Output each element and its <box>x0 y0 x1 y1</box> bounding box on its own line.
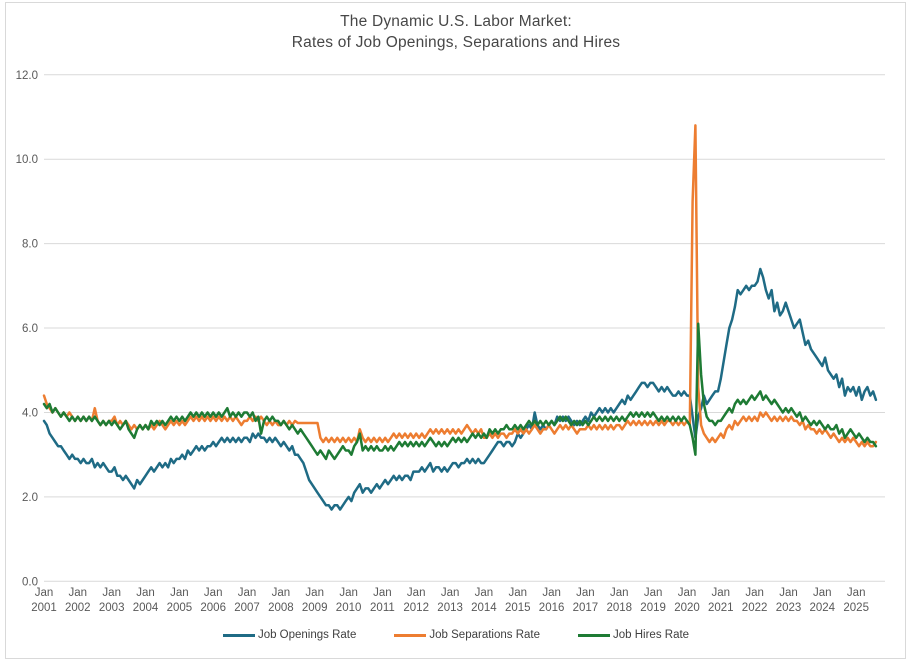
x-axis-tick-year-label: 2010 <box>336 602 362 614</box>
legend-item-job-separations-rate: Job Separations Rate <box>394 629 540 641</box>
x-axis-tick-month-label: Jan <box>102 587 121 599</box>
x-axis-tick-year-label: 2013 <box>437 602 463 614</box>
legend-line-swatch-openings <box>222 633 255 637</box>
y-axis-tick-label: 0.0 <box>22 576 38 588</box>
chart-title: The Dynamic U.S. Labor Market: Rates of … <box>0 11 912 53</box>
x-axis-tick-month-label: Jan <box>238 587 257 599</box>
x-axis-tick-month-label: Jan <box>373 587 392 599</box>
x-axis-tick-month-label: Jan <box>779 587 798 599</box>
x-axis-tick-year-label: 2009 <box>302 602 328 614</box>
x-axis-tick-month-label: Jan <box>407 587 426 599</box>
x-axis-tick-month-label: Jan <box>475 587 494 599</box>
x-axis-tick-year-label: 2012 <box>403 602 429 614</box>
x-axis-tick-month-label: Jan <box>745 587 764 599</box>
x-axis-tick-month-label: Jan <box>35 587 54 599</box>
x-axis-tick-month-label: Jan <box>712 587 731 599</box>
x-axis-tick-year-label: 2011 <box>370 602 395 614</box>
legend-label-job-hires-rate: Job Hires Rate <box>613 629 690 641</box>
series-line-job-separations-rate <box>42 124 878 448</box>
series-line-job-hires-rate <box>42 322 878 461</box>
window-frame-border <box>5 2 906 659</box>
x-axis-tick-month-label: Jan <box>644 587 663 599</box>
y-axis-tick-label: 2.0 <box>22 492 38 504</box>
x-axis-tick-year-label: 2020 <box>674 602 700 614</box>
x-axis-tick-year-label: 2008 <box>268 602 294 614</box>
legend-line-swatch-separations <box>394 633 427 637</box>
x-axis-tick-year-label: 2024 <box>810 602 836 614</box>
legend-label-job-openings-rate: Job Openings Rate <box>257 629 357 641</box>
x-axis-tick-month-label: Jan <box>441 587 460 599</box>
x-axis-tick-year-label: 2014 <box>471 602 497 614</box>
x-axis-tick-year-label: 2007 <box>234 602 260 614</box>
x-axis-tick-year-label: 2017 <box>573 602 599 614</box>
legend-label-job-separations-rate: Job Separations Rate <box>429 629 540 641</box>
x-axis-tick-month-label: Jan <box>509 587 528 599</box>
y-axis-tick-label: 8.0 <box>22 239 38 251</box>
x-axis-tick-month-label: Jan <box>272 587 291 599</box>
x-axis-tick-year-label: 2004 <box>133 602 159 614</box>
x-axis-tick-year-label: 2015 <box>505 602 531 614</box>
x-axis-tick-month-label: Jan <box>136 587 155 599</box>
legend-item-job-hires-rate: Job Hires Rate <box>578 629 689 641</box>
x-axis-tick-year-label: 2005 <box>167 602 193 614</box>
x-axis-tick-month-label: Jan <box>204 587 223 599</box>
x-axis-tick-month-label: Jan <box>847 587 866 599</box>
y-axis-tick-label: 6.0 <box>22 323 38 335</box>
x-axis-tick-year-label: 2025 <box>843 602 869 614</box>
x-axis-tick-month-label: Jan <box>542 587 561 599</box>
chart-legend: Job Openings Rate Job Separations Rate J… <box>0 629 912 641</box>
x-axis-tick-month-label: Jan <box>170 587 189 599</box>
x-axis-tick-year-label: 2003 <box>99 602 125 614</box>
x-axis-tick-year-label: 2021 <box>708 602 734 614</box>
x-axis-tick-month-label: Jan <box>678 587 697 599</box>
legend-line-swatch-hires <box>578 633 610 637</box>
x-axis-tick-month-label: Jan <box>69 587 88 599</box>
x-axis-tick-month-label: Jan <box>339 587 358 599</box>
y-axis-tick-label: 4.0 <box>22 408 38 420</box>
y-axis-tick-label: 10.0 <box>16 154 38 166</box>
series-line-job-openings-rate <box>42 267 878 511</box>
x-axis-tick-year-label: 2001 <box>31 602 57 614</box>
x-axis-tick-year-label: 2016 <box>539 602 565 614</box>
chart-title-line2: Rates of Job Openings, Separations and H… <box>291 34 621 51</box>
legend-item-job-openings-rate: Job Openings Rate <box>222 629 357 641</box>
y-axis-tick-label: 12.0 <box>16 70 38 82</box>
chart-title-line1: The Dynamic U.S. Labor Market: <box>340 13 572 30</box>
x-axis-tick-year-label: 2018 <box>607 602 633 614</box>
x-axis-tick-month-label: Jan <box>813 587 832 599</box>
x-axis-tick-year-label: 2002 <box>65 602 91 614</box>
x-axis-tick-month-label: Jan <box>610 587 629 599</box>
x-axis-tick-year-label: 2006 <box>200 602 226 614</box>
x-axis-tick-year-label: 2019 <box>640 602 666 614</box>
x-axis-tick-year-label: 2022 <box>742 602 768 614</box>
x-axis-tick-month-label: Jan <box>576 587 595 599</box>
x-axis-tick-year-label: 2023 <box>776 602 802 614</box>
x-axis-tick-month-label: Jan <box>305 587 324 599</box>
